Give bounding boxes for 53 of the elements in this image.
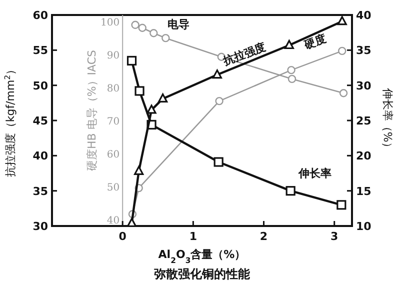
x-tick-label: 3 [330, 230, 338, 243]
y3-tick-label: 60 [106, 149, 120, 160]
point [126, 56, 137, 66]
point [337, 16, 347, 26]
y3-tick-label: 100 [100, 18, 120, 29]
y3-tick-label: 70 [106, 116, 120, 128]
point [150, 29, 158, 38]
y3-axis-title: 硬度HB 电导（%）IACS [86, 50, 99, 172]
x-axis-title: Al$_{2}$O$_{3}$含量（%） [158, 248, 246, 264]
point [287, 66, 296, 74]
point [131, 20, 140, 29]
point [214, 157, 224, 167]
y3-tick-label: 80 [106, 84, 120, 95]
y2-tick-label: 10 [356, 220, 372, 233]
series-label: 伸长率 [298, 166, 332, 180]
point [162, 34, 170, 42]
point [215, 96, 224, 106]
point [146, 104, 156, 114]
point [286, 186, 296, 196]
series-label: 电导 [168, 18, 190, 32]
y-tick-label: 35 [32, 184, 48, 198]
x-tick-label: 0 [118, 230, 127, 243]
y2-tick-label: 35 [356, 44, 372, 58]
y3-tick-label: 90 [106, 50, 120, 62]
y-tick-label: 40 [32, 150, 48, 163]
y3-tick-label: 50 [106, 182, 120, 194]
point [158, 93, 168, 102]
text: 抗拉强度 [220, 40, 268, 68]
y3-tick-label: 40 [106, 215, 120, 226]
x-tick-label: 2 [260, 230, 268, 243]
point [134, 86, 144, 96]
x-tick-label: 1 [189, 230, 198, 243]
point [138, 24, 146, 32]
y-tick-label: 30 [32, 220, 48, 233]
point [212, 69, 222, 79]
y-tick-label: 60 [32, 9, 48, 22]
y-tick-label: 50 [32, 79, 48, 92]
y2-tick-label: 40 [356, 9, 372, 22]
y2-tick-label: 25 [356, 114, 372, 128]
point [134, 166, 144, 175]
y-tick-label: 45 [32, 114, 48, 128]
y-tick-label: 55 [32, 44, 48, 58]
point [288, 74, 296, 84]
point [336, 200, 346, 210]
point [339, 89, 348, 98]
point [284, 40, 294, 50]
y2-tick-label: 20 [356, 150, 372, 163]
text: 硬度 [302, 32, 328, 52]
text: 弥散强化铜的性能 [154, 267, 251, 281]
point [338, 46, 346, 56]
y2-tick-label: 30 [356, 79, 372, 92]
y2-tick-label: 15 [356, 184, 372, 198]
y2-axis-title: 伸长率（%） [381, 88, 394, 154]
